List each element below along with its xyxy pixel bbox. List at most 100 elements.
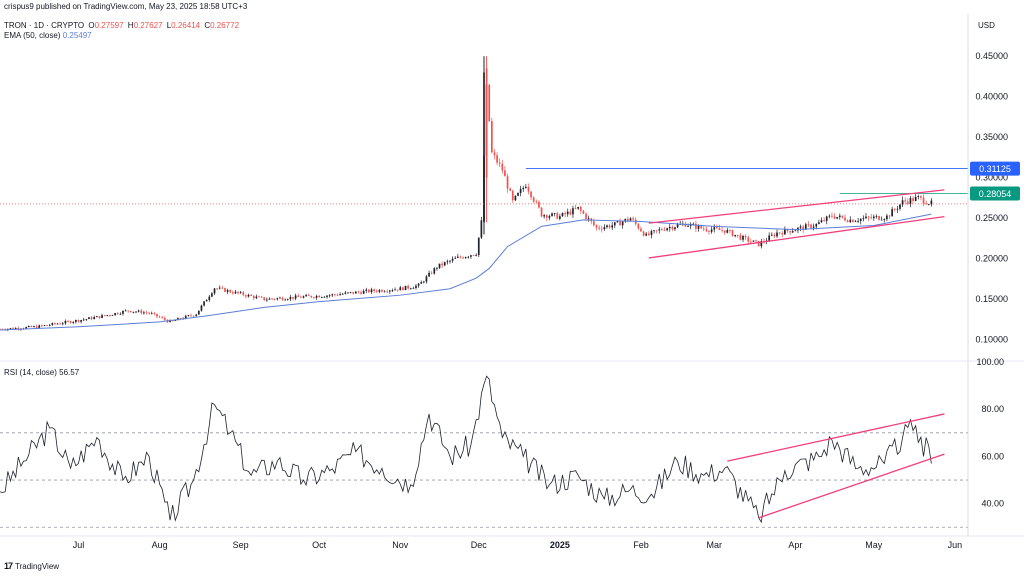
candle-body: [611, 225, 614, 228]
candle-body: [867, 216, 870, 218]
open-value: 0.27597: [94, 21, 124, 30]
candle-body: [551, 213, 553, 217]
candle-body: [451, 258, 454, 261]
candle-body: [650, 231, 653, 236]
candle-body: [799, 226, 802, 228]
candle-body: [556, 213, 559, 219]
candle-body: [143, 312, 145, 314]
candle-body: [697, 225, 700, 229]
candle-body: [129, 311, 132, 313]
rsi-panel: [0, 375, 968, 528]
candle-body: [263, 297, 266, 301]
candle-body: [545, 215, 548, 218]
candle-body: [498, 162, 501, 164]
candle-body: [674, 227, 676, 230]
candle-body: [726, 230, 729, 233]
candle-body: [425, 276, 428, 282]
candle-body: [723, 230, 726, 233]
candle-body: [200, 305, 203, 311]
candle-body: [72, 321, 75, 323]
candle-body: [532, 197, 535, 202]
currency-label: USD: [978, 21, 995, 30]
candle-body: [64, 321, 67, 324]
candle-body: [776, 232, 778, 237]
candle-body: [229, 290, 232, 293]
candle-body: [627, 218, 629, 221]
candle-body: [917, 196, 920, 197]
candle-body: [893, 209, 896, 210]
candle-body: [260, 296, 263, 298]
candle-body: [61, 323, 64, 325]
price-tick-label: 0.30000: [975, 173, 1008, 183]
candle-body: [713, 227, 716, 230]
candle-body: [281, 297, 284, 300]
candle-body: [124, 310, 127, 312]
candle-body: [493, 152, 496, 156]
price-tick-label: 0.35000: [975, 132, 1008, 142]
candle-body: [700, 225, 702, 229]
candle-body: [279, 297, 281, 299]
candle-body: [255, 296, 258, 299]
candle-body: [328, 295, 331, 297]
candle-body: [684, 223, 687, 227]
candle-body: [927, 204, 930, 206]
candle-body: [276, 298, 279, 300]
candle-body: [464, 257, 467, 259]
candle-body: [899, 204, 901, 209]
candle-body: [865, 216, 867, 219]
candle-body: [540, 207, 543, 217]
candle-body: [404, 285, 407, 291]
candle-body: [90, 317, 93, 320]
candle-body: [619, 220, 621, 226]
candle-body: [755, 240, 757, 242]
candle-body: [365, 289, 368, 291]
candle-body: [653, 230, 655, 232]
candle-body: [339, 294, 341, 296]
candle-body: [347, 292, 349, 294]
candle-body: [310, 295, 313, 298]
candle-body: [862, 218, 865, 219]
candle-body: [145, 312, 148, 314]
candle-body: [43, 325, 46, 326]
candle-body: [804, 224, 807, 230]
candle-body: [859, 218, 862, 221]
candle-body: [48, 325, 51, 326]
candle-body: [721, 229, 723, 231]
candle-body: [870, 217, 873, 219]
candle-body: [632, 218, 634, 220]
candle-body: [320, 296, 323, 298]
candle-body: [271, 298, 273, 300]
candle-body: [663, 229, 666, 231]
candle-body: [470, 255, 472, 257]
candle-body: [600, 228, 603, 230]
candle-body: [456, 256, 459, 258]
candle-body: [490, 121, 493, 153]
candle-body: [637, 223, 640, 229]
candle-body: [161, 317, 164, 319]
candle-body: [344, 292, 347, 294]
overlay-lines: [0, 168, 968, 331]
candle-body: [606, 225, 608, 228]
candle-body: [823, 220, 825, 221]
price-channel-line: [648, 215, 945, 259]
candle-body: [82, 319, 85, 321]
candle-body: [383, 291, 386, 293]
candle-body: [621, 221, 624, 226]
candle-body: [103, 315, 106, 317]
candle-body: [140, 310, 143, 314]
candle-body: [370, 289, 373, 293]
candle-body: [734, 234, 737, 237]
candle-body: [250, 294, 253, 296]
ema-value: 0.25497: [62, 31, 92, 40]
candle-body: [318, 295, 321, 298]
candle-body: [880, 219, 883, 221]
candle-body: [710, 229, 713, 232]
candle-body: [530, 191, 532, 198]
candle-body: [585, 213, 587, 219]
price-tick-label: 0.40000: [975, 92, 1008, 102]
candle-body: [150, 313, 153, 315]
candle-body: [292, 297, 294, 299]
candle-body: [443, 262, 446, 266]
candle-body: [192, 315, 195, 317]
